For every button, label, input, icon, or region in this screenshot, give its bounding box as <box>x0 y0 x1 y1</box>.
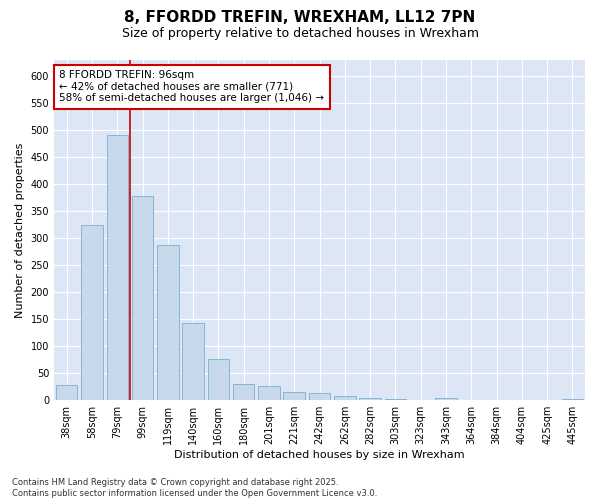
Bar <box>334 396 356 400</box>
Bar <box>258 386 280 400</box>
Bar <box>359 398 381 400</box>
Bar <box>81 224 103 400</box>
Text: Contains HM Land Registry data © Crown copyright and database right 2025.
Contai: Contains HM Land Registry data © Crown c… <box>12 478 377 498</box>
Bar <box>208 358 229 400</box>
Y-axis label: Number of detached properties: Number of detached properties <box>15 142 25 318</box>
Bar <box>283 392 305 400</box>
Bar <box>435 398 457 400</box>
Text: 8, FFORDD TREFIN, WREXHAM, LL12 7PN: 8, FFORDD TREFIN, WREXHAM, LL12 7PN <box>124 10 476 25</box>
Text: Size of property relative to detached houses in Wrexham: Size of property relative to detached ho… <box>121 28 479 40</box>
Bar <box>56 385 77 400</box>
Bar <box>182 323 204 400</box>
Bar <box>309 392 330 400</box>
Bar <box>385 399 406 400</box>
X-axis label: Distribution of detached houses by size in Wrexham: Distribution of detached houses by size … <box>174 450 465 460</box>
Bar <box>107 134 128 400</box>
Bar <box>132 196 153 400</box>
Bar <box>562 398 583 400</box>
Bar <box>233 384 254 400</box>
Bar <box>157 244 179 400</box>
Text: 8 FFORDD TREFIN: 96sqm
← 42% of detached houses are smaller (771)
58% of semi-de: 8 FFORDD TREFIN: 96sqm ← 42% of detached… <box>59 70 325 103</box>
